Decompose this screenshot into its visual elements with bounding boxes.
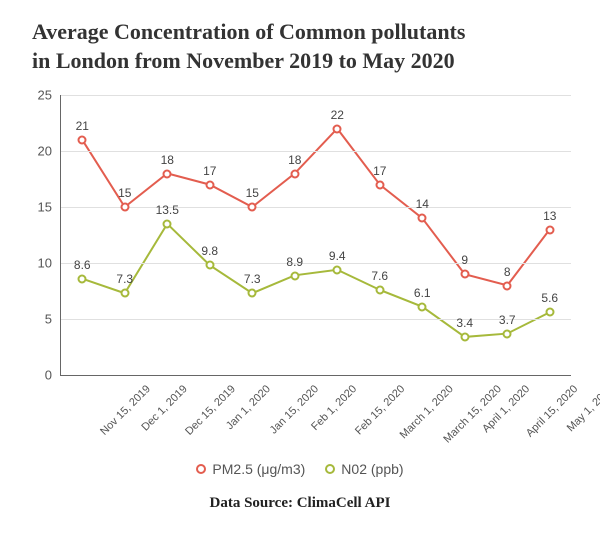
data-marker	[120, 203, 129, 212]
value-label: 9.4	[329, 249, 346, 263]
data-marker	[503, 329, 512, 338]
data-marker	[78, 274, 87, 283]
data-marker	[205, 180, 214, 189]
legend: PM2.5 (μg/m3) N02 (ppb)	[22, 461, 578, 477]
data-marker	[78, 135, 87, 144]
value-label: 18	[288, 153, 301, 167]
value-label: 3.7	[499, 313, 516, 327]
data-marker	[545, 308, 554, 317]
data-marker	[205, 261, 214, 270]
data-marker	[418, 214, 427, 223]
value-label: 6.1	[414, 286, 431, 300]
legend-marker-icon	[196, 464, 206, 474]
value-label: 13.5	[156, 203, 179, 217]
data-marker	[375, 286, 384, 295]
data-marker	[460, 270, 469, 279]
data-marker	[163, 169, 172, 178]
value-label: 17	[373, 164, 386, 178]
y-tick-label: 0	[22, 368, 52, 383]
data-marker	[248, 203, 257, 212]
value-label: 3.4	[456, 316, 473, 330]
y-tick-label: 20	[22, 144, 52, 159]
chart-area: 21 15 18 17 15 18 22 17 14 9 8 13 8.6 7.3 13.5 9.8 7.3 8.…	[22, 85, 578, 455]
data-marker	[333, 124, 342, 133]
grid-line	[61, 319, 571, 320]
value-label: 15	[118, 186, 131, 200]
grid-line	[61, 95, 571, 96]
value-label: 17	[203, 164, 216, 178]
data-marker	[290, 169, 299, 178]
legend-marker-icon	[325, 464, 335, 474]
line-layer	[61, 95, 571, 375]
value-label: 7.3	[116, 272, 133, 286]
legend-item: N02 (ppb)	[325, 461, 403, 477]
data-marker	[460, 333, 469, 342]
y-tick-label: 10	[22, 256, 52, 271]
value-label: 21	[76, 119, 89, 133]
legend-label: PM2.5 (μg/m3)	[212, 461, 305, 477]
value-label: 9.8	[201, 244, 218, 258]
data-marker	[163, 219, 172, 228]
chart-title: Average Concentration of Common pollutan…	[32, 18, 578, 75]
value-label: 8.9	[286, 255, 303, 269]
y-tick-label: 5	[22, 312, 52, 327]
data-marker	[375, 180, 384, 189]
plot-region: 21 15 18 17 15 18 22 17 14 9 8 13 8.6 7.3 13.5 9.8 7.3 8.…	[60, 95, 571, 376]
legend-label: N02 (ppb)	[341, 461, 403, 477]
chart-container: Average Concentration of Common pollutan…	[0, 0, 600, 554]
grid-line	[61, 263, 571, 264]
value-label: 5.6	[541, 291, 558, 305]
y-tick-label: 25	[22, 88, 52, 103]
data-marker	[248, 289, 257, 298]
value-label: 8	[504, 265, 511, 279]
legend-item: PM2.5 (μg/m3)	[196, 461, 305, 477]
value-label: 13	[543, 209, 556, 223]
data-marker	[545, 225, 554, 234]
data-marker	[418, 302, 427, 311]
value-label: 15	[246, 186, 259, 200]
grid-line	[61, 207, 571, 208]
y-tick-label: 15	[22, 200, 52, 215]
value-label: 8.6	[74, 258, 91, 272]
data-marker	[290, 271, 299, 280]
value-label: 9	[461, 253, 468, 267]
data-marker	[333, 265, 342, 274]
value-label: 7.3	[244, 272, 261, 286]
grid-line	[61, 151, 571, 152]
data-marker	[120, 289, 129, 298]
title-line-2: in London from November 2019 to May 2020	[32, 48, 455, 73]
value-label: 22	[331, 108, 344, 122]
data-source-label: Data Source: ClimaCell API	[22, 495, 578, 512]
title-line-1: Average Concentration of Common pollutan…	[32, 19, 465, 44]
data-marker	[503, 281, 512, 290]
value-label: 18	[161, 153, 174, 167]
value-label: 7.6	[371, 269, 388, 283]
value-label: 14	[416, 197, 429, 211]
